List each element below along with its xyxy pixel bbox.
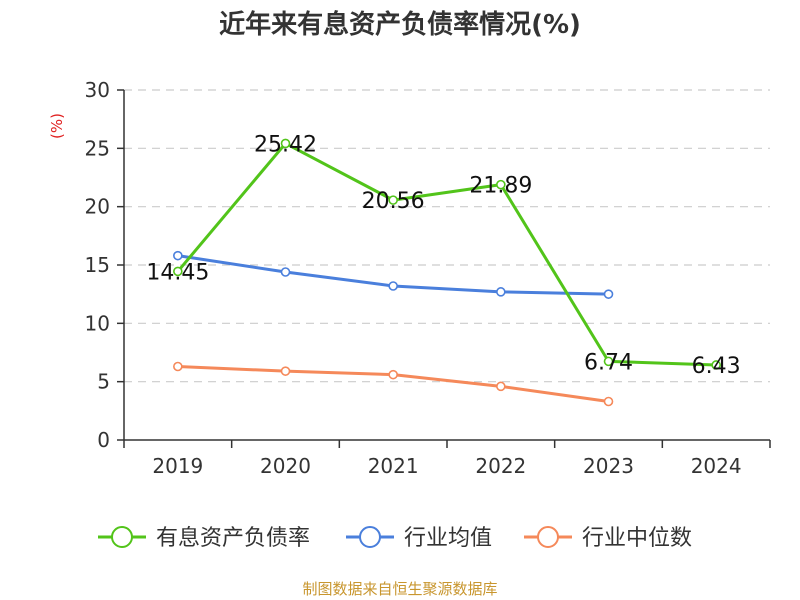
data-label: 6.74 [584, 350, 633, 375]
data-point [496, 287, 506, 297]
data-label: 6.43 [692, 354, 741, 379]
series-line [176, 141, 717, 367]
data-point [388, 369, 398, 380]
data-point [388, 195, 398, 205]
data-point [280, 366, 291, 376]
y-tick-label: 20 [85, 195, 110, 219]
grid-lines [124, 89, 770, 383]
data-point [496, 381, 506, 392]
data-point [603, 289, 614, 299]
legend-marker [111, 526, 133, 548]
data-label: 14.45 [146, 260, 209, 285]
y-tick-label: 0 [97, 428, 110, 452]
axes: 0 5 10 15 20 25 30 2019 2020 2021 2022 2023 2024 [85, 78, 771, 478]
data-point [173, 250, 183, 261]
data-label: 20.56 [362, 189, 425, 214]
data-labels: 14.45 25.42 20.56 21.89 6.74 6.43 [146, 132, 740, 379]
x-tick-label: 2024 [691, 454, 742, 478]
y-tick-label: 10 [85, 311, 110, 335]
data-point [496, 179, 506, 190]
y-tick-label: 15 [85, 253, 110, 277]
x-tick-label: 2023 [583, 454, 634, 478]
legend-label: 行业均值 [404, 526, 492, 551]
legend-label: 有息资产负债率 [156, 526, 310, 551]
data-point [603, 396, 614, 407]
data-point [388, 281, 398, 291]
y-tick-label: 30 [85, 78, 110, 102]
x-tick-label: 2022 [475, 454, 526, 478]
data-point [603, 356, 614, 367]
x-tick-label: 2020 [260, 454, 311, 478]
legend: 有息资产负债率 行业均值 行业中位数 [98, 526, 692, 551]
data-point [280, 138, 291, 149]
x-tick-label: 2021 [368, 454, 419, 478]
legend-label: 行业中位数 [582, 526, 692, 551]
data-label: 21.89 [469, 174, 532, 199]
series-layer [173, 138, 721, 407]
y-tick-label: 5 [97, 370, 110, 394]
chart-title: 近年来有息资产负债率情况(%) [219, 9, 581, 40]
data-point [280, 267, 291, 277]
data-point [173, 266, 183, 277]
data-point [711, 360, 721, 370]
y-axis-unit-label: (%) [48, 113, 66, 139]
data-label: 25.42 [254, 132, 317, 157]
x-tick-label: 2019 [152, 454, 203, 478]
data-point [173, 361, 183, 372]
source-note: 制图数据来自恒生聚源数据库 [302, 580, 497, 598]
legend-marker [359, 526, 381, 548]
legend-marker [537, 526, 559, 548]
y-tick-label: 25 [85, 136, 110, 160]
